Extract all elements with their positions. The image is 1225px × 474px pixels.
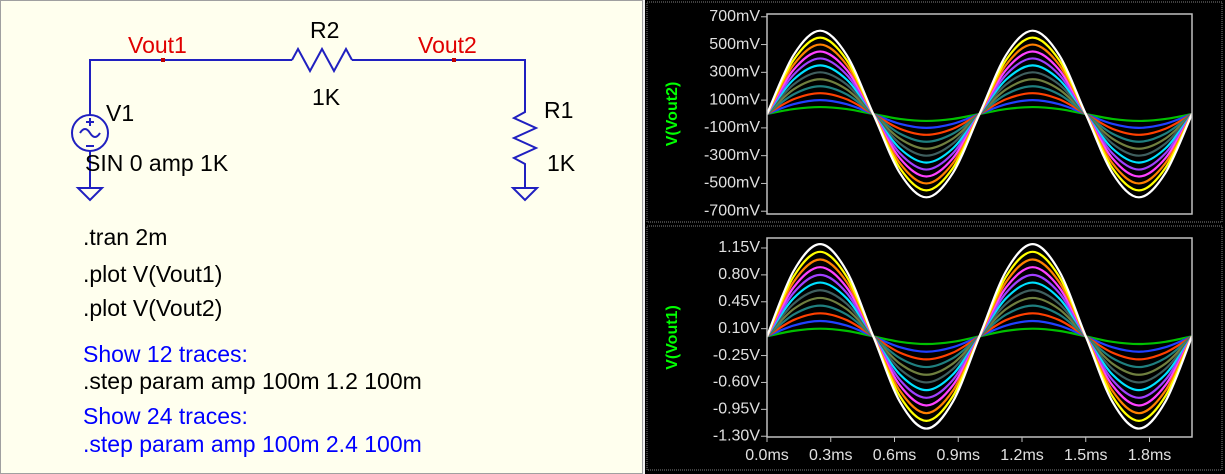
y-tick-label: -1.30V bbox=[713, 427, 760, 444]
y-tick-label: 0.45V bbox=[718, 293, 760, 310]
wires bbox=[71, 46, 540, 202]
net-dot bbox=[161, 58, 165, 62]
y-axis-label: V(Vout2) bbox=[664, 82, 681, 147]
y-tick-label: -0.95V bbox=[713, 401, 760, 418]
ground bbox=[510, 187, 540, 202]
traces bbox=[767, 243, 1192, 430]
component-name: R1 bbox=[544, 97, 573, 123]
x-tick-label: 0.0ms bbox=[745, 447, 789, 464]
plot-frame bbox=[766, 13, 1193, 215]
component-name: R2 bbox=[310, 17, 339, 43]
trace bbox=[767, 243, 1192, 430]
directive: .tran 2m bbox=[83, 224, 167, 250]
net-label: Vout2 bbox=[418, 32, 477, 58]
y-tick-label: 700mV bbox=[709, 8, 760, 25]
directive: .step param amp 100m 1.2 100m bbox=[83, 368, 422, 394]
x-tick-label: 1.5ms bbox=[1064, 447, 1108, 464]
resistor-r2 bbox=[291, 46, 353, 74]
y-tick-label: -700mV bbox=[704, 202, 760, 219]
pane-frame bbox=[646, 1, 1223, 223]
y-tick-label: -500mV bbox=[704, 175, 760, 192]
y-tick-label: -0.60V bbox=[713, 374, 760, 391]
directives: .tran 2m .plot V(Vout1) .plot V(Vout2) Show… bbox=[83, 224, 422, 457]
trace bbox=[767, 29, 1192, 199]
x-tick-label: 1.8ms bbox=[1128, 447, 1172, 464]
y-tick-label: 300mV bbox=[709, 64, 760, 81]
traces bbox=[767, 29, 1192, 199]
wire bbox=[89, 59, 292, 115]
x-tick-label: 0.3ms bbox=[809, 447, 853, 464]
y-tick-label: -100mV bbox=[704, 119, 760, 136]
wire bbox=[352, 59, 526, 97]
y-tick-label: 1.15V bbox=[718, 239, 760, 256]
y-tick-label: 100mV bbox=[709, 91, 760, 108]
y-tick-label: 0.10V bbox=[718, 320, 760, 337]
y-tick-label: -0.25V bbox=[713, 347, 760, 364]
directive: Show 24 traces: bbox=[83, 403, 248, 429]
component-name: V1 bbox=[106, 100, 134, 126]
pane-frame bbox=[646, 225, 1223, 471]
y-axis-label: V(Vout1) bbox=[664, 305, 681, 370]
component-value: SIN 0 amp 1K bbox=[85, 150, 229, 176]
plot-frame bbox=[766, 237, 1193, 438]
directive: Show 12 traces: bbox=[83, 341, 248, 367]
y-tick-label: 0.80V bbox=[718, 266, 760, 283]
component-value: 1K bbox=[312, 84, 341, 110]
polarity bbox=[86, 118, 94, 147]
sine-symbol bbox=[79, 128, 101, 138]
waveform-viewer: V(Vout2) 700mV 500mV 300mV 100mV -100mV -300mV… bbox=[645, 0, 1225, 474]
resistor-r1 bbox=[511, 97, 539, 188]
component-value: 1K bbox=[547, 150, 576, 176]
x-tick-label: 0.6ms bbox=[873, 447, 917, 464]
x-tick-label: 0.9ms bbox=[936, 447, 980, 464]
x-tick-label: 1.2ms bbox=[1000, 447, 1044, 464]
y-tick-label: -300mV bbox=[704, 147, 760, 164]
y-tick-label: 500mV bbox=[709, 36, 760, 53]
net-dot bbox=[452, 58, 456, 62]
net-label: Vout1 bbox=[128, 32, 187, 58]
directive: .step param amp 100m 2.4 100m bbox=[83, 431, 422, 457]
ground bbox=[75, 187, 105, 202]
directive: .plot V(Vout1) bbox=[83, 261, 222, 287]
directive: .plot V(Vout2) bbox=[83, 295, 222, 321]
schematic: Vout1 Vout2 R2 1K V1 SIN 0 amp 1K R1 1K … bbox=[0, 0, 643, 474]
